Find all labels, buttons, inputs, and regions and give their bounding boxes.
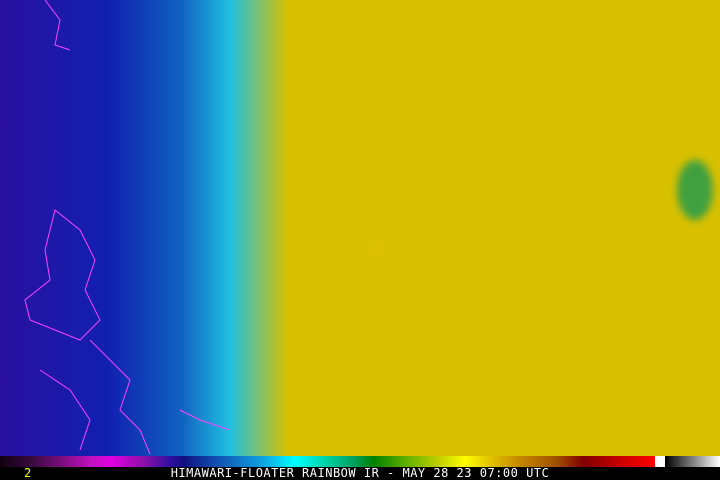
coastlines — [24, 0, 231, 455]
satellite-imagery — [0, 0, 720, 456]
rainbow-ramp — [0, 456, 655, 467]
temperature-color-bar — [0, 456, 720, 467]
eyewall-red — [310, 205, 450, 335]
caption-bar: 2 HIMAWARI-FLOATER RAINBOW IR - MAY 28 2… — [0, 467, 720, 480]
image-title: HIMAWARI-FLOATER RAINBOW IR - MAY 28 23 … — [170, 466, 550, 480]
typhoon-eye — [371, 243, 385, 257]
white-segment — [655, 456, 665, 467]
frame-number: 2 — [24, 466, 32, 480]
greyscale-ramp — [665, 456, 720, 467]
